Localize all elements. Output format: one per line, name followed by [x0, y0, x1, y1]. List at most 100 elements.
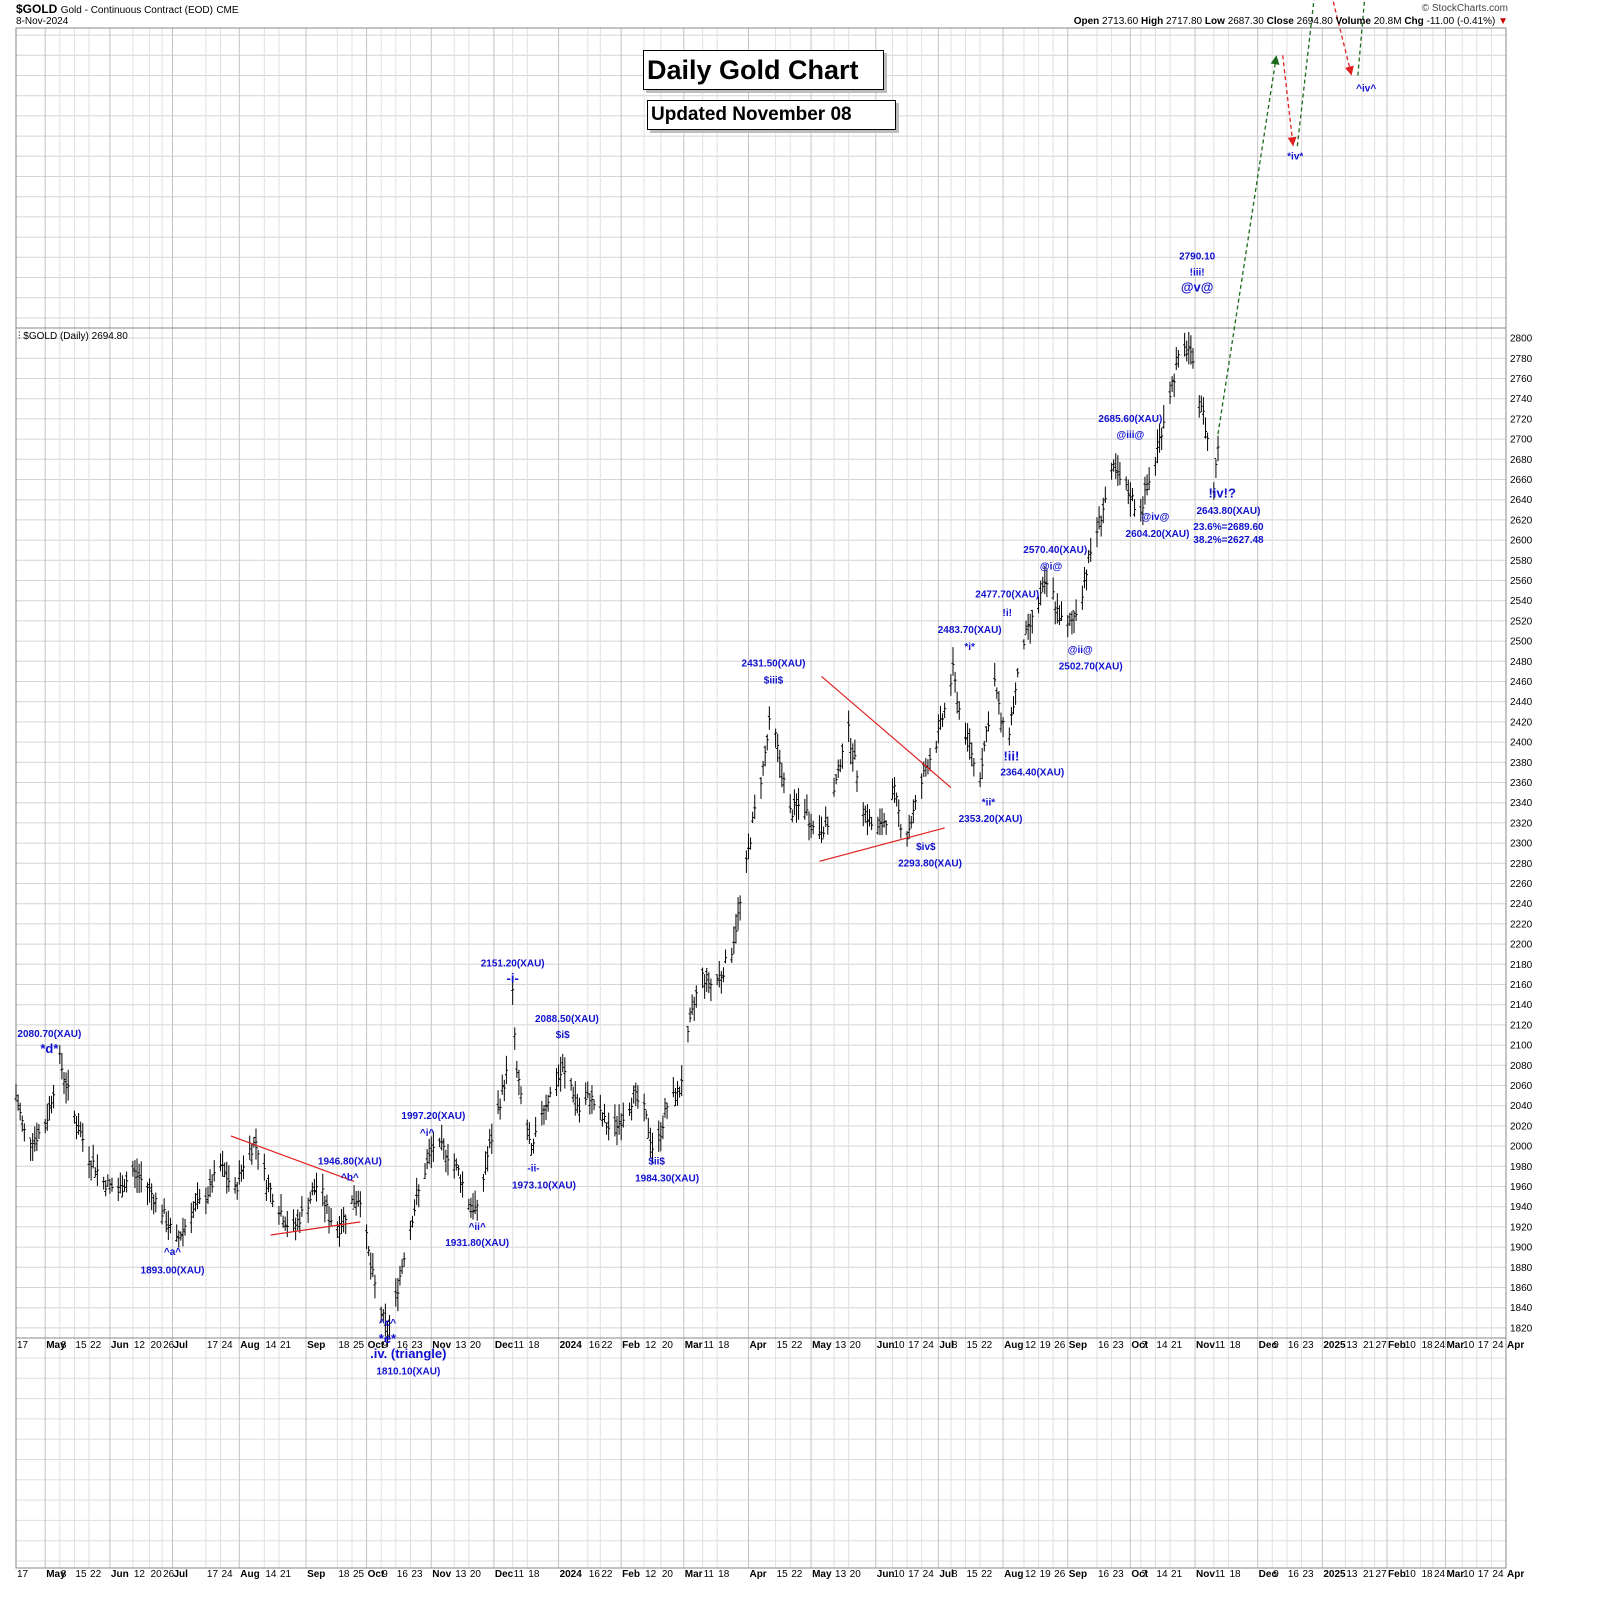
price-bar — [1168, 381, 1172, 404]
x-tick-label: 7 — [1142, 1569, 1148, 1580]
price-bar — [1158, 424, 1162, 453]
price-bar — [911, 799, 915, 824]
x-tick-label: 26 — [163, 1569, 175, 1580]
price-bar — [1089, 537, 1093, 562]
price-bar — [160, 1204, 164, 1225]
trendline — [270, 1221, 361, 1236]
price-bar — [820, 816, 824, 844]
price-bar — [212, 1160, 216, 1182]
x-tick-label: Feb — [622, 1569, 640, 1580]
price-bar — [519, 1086, 523, 1105]
price-bar — [632, 1085, 636, 1104]
x-tick-label: 24 — [1492, 1569, 1504, 1580]
price-bar — [759, 777, 763, 799]
x-tick-label: 12 — [645, 1569, 657, 1580]
price-bar — [277, 1206, 281, 1225]
price-bars — [14, 331, 1220, 1348]
price-bar — [893, 776, 897, 803]
price-bar — [776, 733, 780, 763]
price-bar — [337, 1216, 341, 1247]
price-bar — [1189, 335, 1193, 365]
price-bar — [95, 1154, 99, 1187]
price-bar — [1110, 462, 1114, 480]
x-tick-label: 20 — [151, 1569, 163, 1580]
price-bar — [1143, 476, 1147, 505]
x-tick-label: Mar — [1446, 1569, 1464, 1580]
price-bar — [120, 1175, 124, 1198]
price-bar — [694, 985, 698, 1008]
y-tick-label: 2640 — [1510, 495, 1533, 506]
x-tick-label: 18 — [1421, 1569, 1433, 1580]
x-tick-label: 10 — [893, 1340, 905, 1351]
wave-label: !iii! — [1190, 267, 1205, 278]
x-tick-label: Sep — [307, 1569, 325, 1580]
price-bar — [60, 1053, 64, 1080]
price-bar — [135, 1158, 139, 1193]
price-bar — [81, 1123, 85, 1152]
price-bar — [385, 1321, 389, 1348]
price-bar — [1197, 395, 1201, 418]
wave-label: 2293.80(XAU) — [898, 858, 962, 869]
wave-label: 2502.70(XAU) — [1059, 661, 1123, 672]
price-bar — [321, 1173, 325, 1207]
price-bar — [329, 1208, 333, 1227]
price-bar — [118, 1172, 122, 1194]
high-label: High — [1140, 16, 1164, 27]
price-bar — [89, 1160, 93, 1181]
price-bar — [949, 674, 953, 696]
price-bar — [91, 1144, 95, 1169]
price-bar — [525, 1119, 529, 1141]
arrowhead-icon — [1345, 65, 1354, 76]
updated-subtitle: Updated November 08 — [647, 100, 896, 130]
y-tick-label: 1880 — [1510, 1263, 1533, 1274]
chart-grid — [15, 28, 1507, 1568]
price-bar — [1028, 613, 1032, 644]
price-bar — [1014, 682, 1018, 705]
x-tick-label: 11 — [704, 1569, 715, 1580]
price-bar — [878, 808, 882, 836]
price-bar — [600, 1112, 604, 1127]
price-bar — [590, 1085, 594, 1114]
projection-line — [1217, 55, 1278, 435]
price-bar — [707, 972, 711, 994]
price-bar — [33, 1126, 37, 1152]
y-tick-label: 2540 — [1510, 596, 1533, 607]
price-bar — [248, 1135, 252, 1160]
price-bar — [1051, 577, 1055, 600]
x-tick-label: 22 — [90, 1569, 102, 1580]
price-bar — [350, 1195, 354, 1204]
x-tick-label: 24 — [1492, 1340, 1504, 1351]
x-tick-label: 20 — [662, 1569, 674, 1580]
price-bar — [1068, 612, 1072, 627]
price-bar — [369, 1252, 373, 1280]
y-tick-label: 2780 — [1510, 354, 1533, 365]
price-bar — [746, 833, 750, 860]
price-bar — [851, 743, 855, 772]
price-bar — [634, 1082, 638, 1107]
price-bar — [458, 1174, 462, 1193]
price-bar — [838, 759, 842, 773]
y-tick-label: 1960 — [1510, 1182, 1533, 1193]
trendlines — [230, 675, 952, 1236]
price-bar — [865, 804, 869, 836]
price-bar — [1160, 427, 1164, 451]
price-bar — [1074, 599, 1078, 621]
x-tick-label: Mar — [685, 1569, 703, 1580]
price-bar — [957, 701, 961, 720]
price-bar — [20, 1115, 24, 1132]
price-bar — [548, 1086, 552, 1098]
x-tick-label: May — [46, 1340, 66, 1351]
price-bar — [298, 1212, 302, 1234]
price-bar — [540, 1100, 544, 1126]
x-tick-label: Jun — [877, 1569, 895, 1580]
price-bar — [999, 712, 1003, 733]
projection-arrows — [1217, 0, 1366, 435]
price-bar — [884, 820, 888, 835]
price-bar — [569, 1077, 573, 1091]
price-bar — [659, 1122, 663, 1152]
price-bar — [826, 816, 830, 835]
y-tick-label: 2300 — [1510, 839, 1533, 850]
price-bar — [1070, 611, 1074, 635]
price-bar — [703, 974, 707, 999]
price-bar — [35, 1122, 39, 1152]
